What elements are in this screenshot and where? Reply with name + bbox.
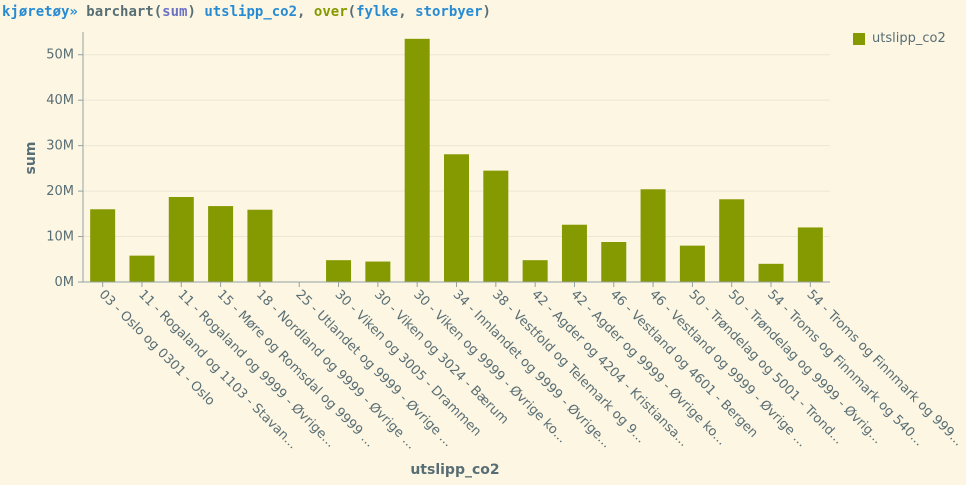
bar [522,260,548,282]
y-tick-label: 30M [46,139,74,154]
bar [326,260,352,282]
y-tick-label: 0M [55,275,75,290]
bar [758,263,784,282]
bar [208,206,234,282]
function-name: barchart( [86,4,163,20]
bar [404,38,430,283]
bar [640,189,666,282]
over-keyword: over [313,4,348,20]
y-tick-label: 10M [46,230,74,245]
y-tick-label: 50M [46,48,74,63]
bar [444,154,469,282]
column-name: utslipp_co2 [204,4,298,20]
legend-label: utslipp_co2 [872,31,946,46]
aggregate-arg: sum [162,4,188,20]
legend: utslipp_co2 [853,31,946,46]
bar [797,227,823,282]
context-label: kjøretøy» [2,4,78,20]
bar-layer [90,38,823,283]
bar [483,170,509,282]
y-tick-label: 40M [46,93,74,108]
close-paren-2: ) [482,4,491,20]
bar [168,197,194,282]
group-separator: , [398,4,407,20]
bar [365,261,391,282]
bar [601,242,627,282]
bar [129,255,155,282]
open-paren: ( [347,4,357,20]
close-paren: ) [187,4,196,20]
query-header: kjøretøy» barchart(sum) utslipp_co2, ove… [2,3,491,21]
bar [247,209,273,282]
legend-swatch [853,32,865,45]
x-axis-title: utslipp_co2 [410,462,499,478]
bar [90,209,116,282]
separator: , [297,4,306,20]
group-field-2: storbyer [415,4,483,20]
bar [679,245,705,282]
bar [561,224,587,282]
y-axis-title: sum [23,142,39,175]
bar [719,199,745,282]
y-tick-label: 20M [46,184,74,199]
group-field-1: fylke [356,4,399,20]
